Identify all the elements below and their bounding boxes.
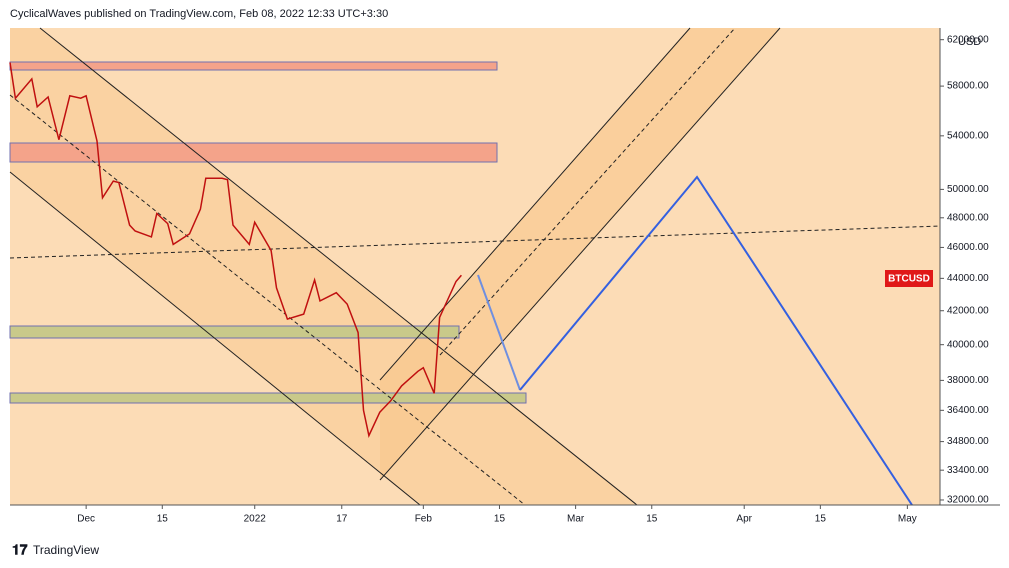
currency-bg (955, 33, 983, 49)
x-tick-label: May (898, 514, 917, 525)
y-tick-label: 58000.00 (947, 81, 989, 92)
x-tick-label: 2022 (244, 514, 267, 525)
y-tick-label: 32000.00 (947, 495, 989, 506)
x-tick-label: 15 (157, 514, 169, 525)
logo: 𝟏𝟕 (12, 542, 28, 558)
projection (477, 274, 521, 391)
x-tick-label: 15 (494, 514, 506, 525)
x-tick-label: Dec (77, 514, 95, 525)
y-tick-label: 46000.00 (947, 242, 989, 253)
footer: TradingView (33, 543, 99, 557)
symbol-tag (885, 270, 933, 287)
x-tick-label: 15 (646, 514, 658, 525)
y-tick-label: 42000.00 (947, 305, 989, 316)
y-tick-label: 44000.00 (947, 273, 989, 284)
y-tick-label: 36400.00 (947, 405, 989, 416)
y-tick-label: 40000.00 (947, 339, 989, 350)
x-tick-label: 15 (815, 514, 827, 525)
x-tick-label: Apr (736, 514, 752, 525)
price-line (9, 62, 462, 438)
x-tick-label: Mar (567, 514, 585, 525)
y-tick-label: 50000.00 (947, 184, 989, 195)
x-tick-label: Feb (415, 514, 433, 525)
zone (9, 392, 527, 404)
zone (9, 325, 460, 339)
y-tick-label: 62000.00 (947, 34, 989, 45)
zone (9, 61, 498, 71)
x-tick-label: 17 (336, 514, 348, 525)
plot-background (10, 28, 940, 505)
y-tick-label: 34800.00 (947, 436, 989, 447)
y-tick-label: 54000.00 (947, 130, 989, 141)
zone (9, 142, 498, 163)
trendlines (9, 27, 941, 506)
y-tick-label: 48000.00 (947, 212, 989, 223)
header: CyclicalWaves published on TradingView.c… (10, 8, 388, 20)
y-tick-label: 38000.00 (947, 375, 989, 386)
currency: USD (958, 36, 981, 48)
y-tick-label: 33400.00 (947, 465, 989, 476)
symbol: BTCUSD (888, 274, 930, 285)
projection (519, 175, 913, 506)
